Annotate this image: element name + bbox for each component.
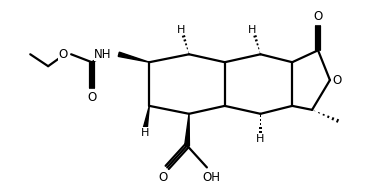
Text: OH: OH xyxy=(203,171,221,183)
Polygon shape xyxy=(185,114,190,146)
Polygon shape xyxy=(118,52,149,62)
Text: NH: NH xyxy=(94,48,112,61)
Text: H: H xyxy=(248,25,257,35)
Text: O: O xyxy=(87,91,96,104)
Text: H: H xyxy=(141,128,149,138)
Text: O: O xyxy=(332,74,341,87)
Text: H: H xyxy=(256,134,265,144)
Text: O: O xyxy=(313,10,323,23)
Text: H: H xyxy=(177,25,185,35)
Text: O: O xyxy=(59,48,68,61)
Text: O: O xyxy=(159,171,168,183)
Polygon shape xyxy=(144,106,149,128)
